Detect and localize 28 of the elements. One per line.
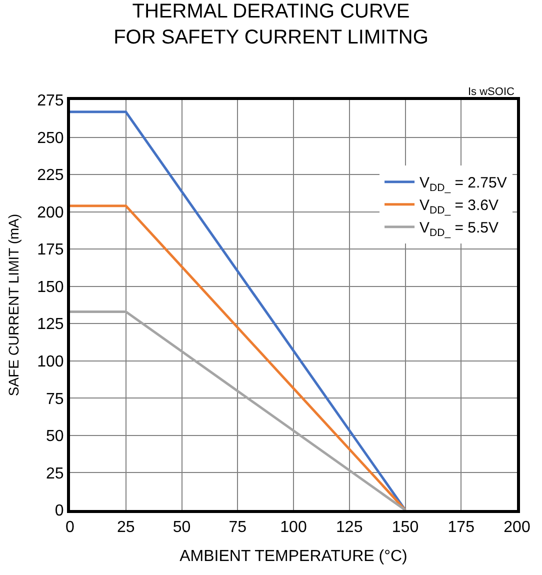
- x-tick-label: 25: [116, 519, 135, 536]
- legend-label: V$_{DD_}$ = 3.6V: [420, 197, 499, 216]
- x-tick-label: 125: [336, 519, 363, 536]
- x-tick-label: 200: [504, 519, 530, 536]
- x-tick-label: 150: [392, 519, 419, 536]
- text: Is wSOIC: [468, 86, 515, 98]
- y-tick-label: 200: [37, 204, 64, 222]
- x-tick-label: 0: [66, 519, 75, 536]
- y-tick-label: 225: [37, 167, 64, 184]
- y-tick-label: 100: [37, 354, 64, 371]
- y-axis-title: SAFE CURRENT LIMIT (mA): [6, 214, 22, 396]
- legend-label: V$_{DD_}$ = 2.75V: [420, 174, 507, 194]
- y-tick-label: 25: [46, 465, 64, 482]
- x-axis-title: AMBIENT TEMPERATURE (°C): [180, 548, 408, 565]
- legend-label: V$_{DD_}$ = 5.5V: [420, 220, 499, 239]
- x-tick-label: 100: [280, 519, 307, 536]
- y-tick-label: 275: [37, 92, 64, 110]
- y-tick-label: 250: [37, 130, 64, 147]
- x-tick-label: 50: [172, 519, 191, 536]
- y-tick-label: 75: [46, 390, 64, 408]
- x-tick-label: 175: [448, 519, 475, 536]
- x-tick-label: 75: [228, 519, 247, 536]
- y-tick-label: 175: [37, 242, 64, 259]
- y-tick-label: 50: [46, 428, 64, 446]
- y-tick-label: 125: [37, 316, 64, 334]
- y-tick-label: 0: [54, 502, 64, 520]
- y-tick-label: 150: [37, 278, 64, 296]
- chart-title: THERMAL DERATING CURVE FOR SAFETY CURRENT LIMITNG: [114, 0, 428, 48]
